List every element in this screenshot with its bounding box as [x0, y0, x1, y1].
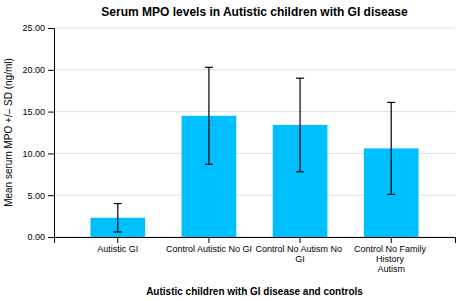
tick-label: 20.00 [22, 65, 45, 75]
error-cap [296, 171, 304, 172]
chart-title: Serum MPO levels in Autistic children wi… [101, 5, 408, 19]
tick: 15.00 [22, 107, 54, 117]
tick-mark [117, 237, 118, 243]
error-bar [117, 204, 118, 232]
tick: 10.00 [22, 149, 54, 159]
tick-mark [300, 237, 301, 243]
y-axis: 0.00 5.00 10.00 15.00 20.00 25.00 [22, 23, 54, 242]
tick-mark [391, 237, 392, 243]
tick-label: 10.00 [22, 149, 45, 159]
tick-label: 25.00 [22, 23, 45, 33]
tick-label: 0.00 [27, 232, 45, 242]
plot-area: 0.00 5.00 10.00 15.00 20.00 25.00 Autistic GI C… [22, 23, 455, 274]
tick-mark [48, 28, 54, 29]
y-axis-title: Mean serum MPO +/– SD (ng/ml) [3, 58, 14, 207]
tick: 0.00 [27, 232, 54, 242]
tick-label-line: History [376, 254, 407, 264]
error-cap [114, 231, 122, 232]
error-bar [208, 67, 209, 164]
error-cap [296, 78, 304, 79]
chart-svg: 0.00 5.00 10.00 15.00 20.00 25.00 Autistic GI C… [0, 0, 465, 301]
tick-mark [48, 70, 54, 71]
tick-label: 5.00 [27, 191, 45, 201]
error-cap [387, 102, 395, 103]
error-bar [391, 102, 392, 194]
tick: Control Autistic No GI [166, 237, 252, 254]
tick-label-line: Control Autistic No GI [166, 244, 252, 254]
grid-line [54, 28, 455, 29]
tick-label-line: Control No Family [354, 244, 429, 254]
tick-label-line: Autism [377, 264, 405, 274]
tick-mark [208, 237, 209, 243]
error-cap [205, 164, 213, 165]
error-cap [205, 67, 213, 68]
axis-line [48, 29, 55, 238]
grid-line [54, 111, 455, 112]
tick-mark [48, 153, 54, 154]
marks [90, 67, 418, 237]
error-cap [387, 194, 395, 195]
tick: Control No Autism No GI [256, 237, 345, 264]
tick: Control No Family History Autism [354, 237, 429, 274]
error-cap [114, 203, 122, 204]
tick-mark [48, 195, 54, 196]
axis-line [55, 238, 456, 244]
tick: Autistic GI [97, 237, 138, 254]
tick-label: Autistic GI [97, 244, 138, 254]
tick-label-line: Control No Autism No [256, 244, 345, 254]
tick-label-line: Autistic GI [97, 244, 138, 254]
x-axis-title: Autistic children with GI disease and co… [146, 286, 363, 297]
tick: 20.00 [22, 65, 54, 75]
tick-label: Control No Family History Autism [354, 244, 429, 274]
x-axis: Autistic GI Control Autistic No GI Control… [55, 237, 456, 274]
tick-mark [48, 112, 54, 113]
tick-mark [48, 237, 54, 238]
grid-line [54, 69, 455, 70]
tick-label: Control Autistic No GI [166, 244, 252, 254]
error-bars [114, 67, 395, 232]
grid [54, 28, 455, 237]
tick: 25.00 [22, 23, 54, 33]
tick: 5.00 [27, 191, 54, 201]
tick-label: Control No Autism No GI [256, 244, 345, 264]
error-bar [299, 78, 300, 172]
tick-label: 15.00 [22, 107, 45, 117]
tick-label-line: GI [295, 254, 305, 264]
